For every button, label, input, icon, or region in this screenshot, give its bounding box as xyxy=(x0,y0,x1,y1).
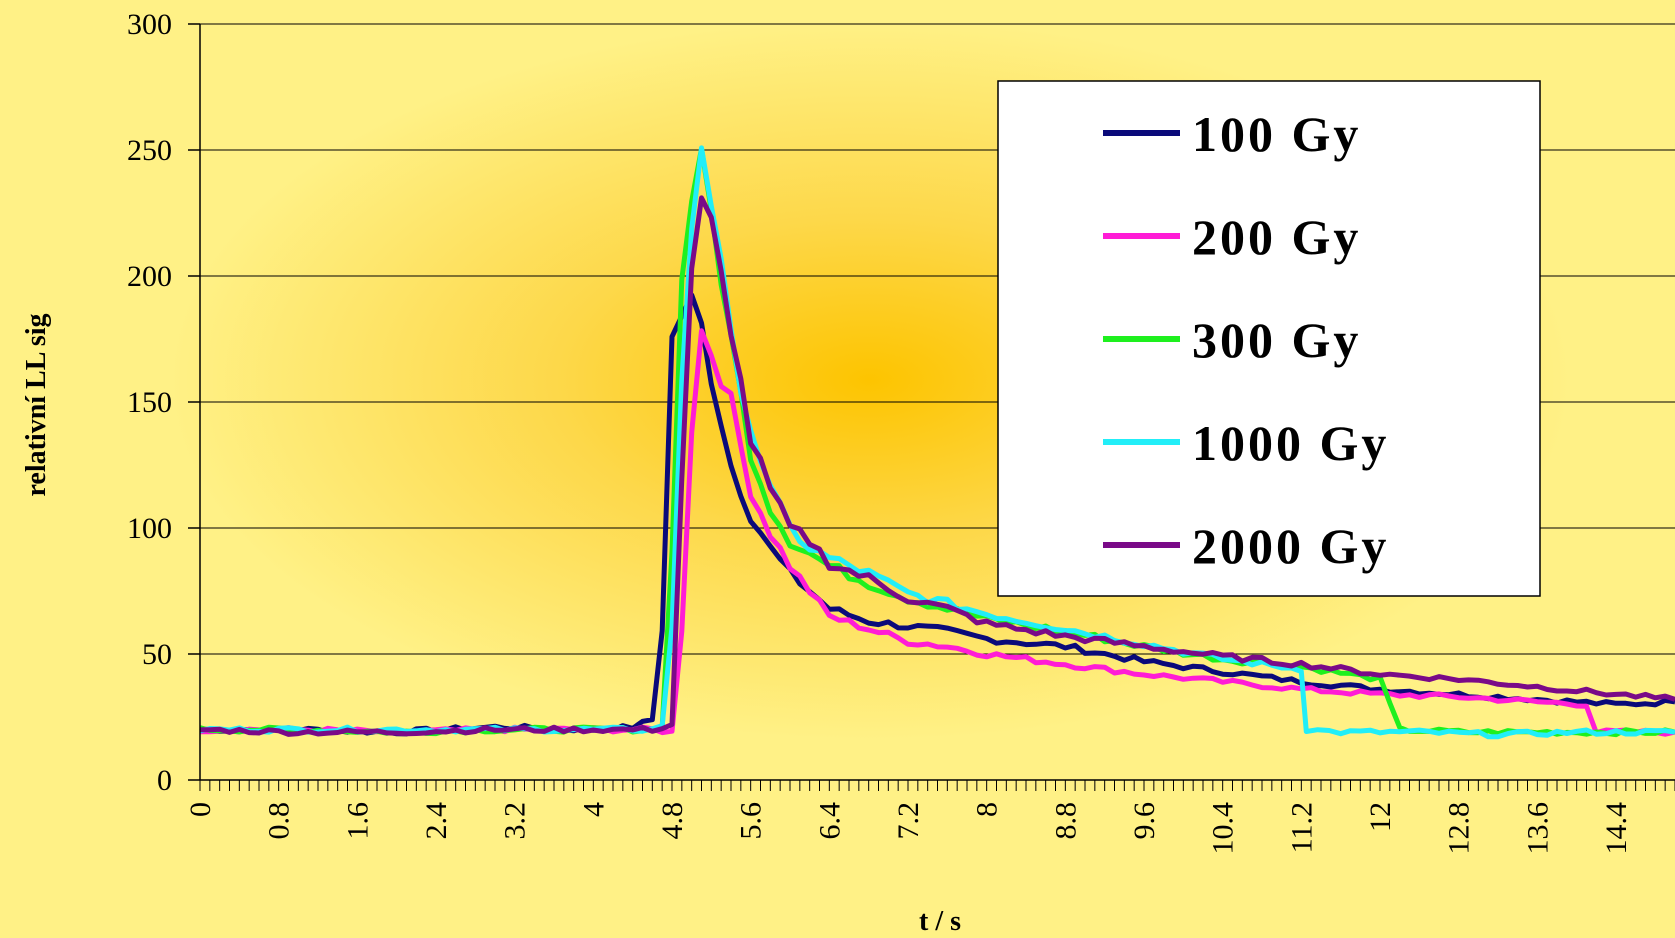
x-tick-label: 2.4 xyxy=(420,802,453,840)
x-tick-label: 5.6 xyxy=(735,802,768,840)
y-tick-label: 300 xyxy=(127,8,172,41)
legend-label: 200 Gy xyxy=(1192,209,1361,265)
x-tick-label: 12.8 xyxy=(1443,802,1476,855)
x-tick-label: 14.4 xyxy=(1600,802,1633,855)
x-tick-label: 7.2 xyxy=(892,802,925,840)
y-tick-label: 200 xyxy=(127,260,172,293)
x-tick-label: 8.8 xyxy=(1049,802,1082,840)
y-tick-label: 100 xyxy=(127,512,172,545)
legend-label: 2000 Gy xyxy=(1192,518,1389,574)
x-tick-label: 0.8 xyxy=(263,802,296,840)
legend-label: 100 Gy xyxy=(1192,106,1361,162)
x-tick-label: 1.6 xyxy=(341,802,374,840)
legend-label: 1000 Gy xyxy=(1192,415,1389,471)
x-tick-label: 0 xyxy=(184,802,217,817)
x-tick-label: 9.6 xyxy=(1128,802,1161,840)
y-axis-ticks: 0 50 100 150 200 250 300 xyxy=(127,8,200,797)
x-tick-label: 6.4 xyxy=(813,802,846,840)
legend-box xyxy=(997,80,1541,597)
gridlines xyxy=(200,23,1675,655)
x-tick-label: 11.2 xyxy=(1285,802,1318,853)
x-axis-ticks: 0 0.8 1.6 2.4 3.2 4 4.8 5.6 6.4 7.2 8 8.8 9.6 10.4 11.… xyxy=(184,780,1675,855)
series-lines xyxy=(199,145,1675,740)
x-tick-label: 13.6 xyxy=(1521,802,1554,855)
x-tick-label: 4.8 xyxy=(656,802,689,840)
y-tick-label: 150 xyxy=(127,386,172,419)
x-tick-label: 4 xyxy=(577,802,610,817)
y-tick-label: 50 xyxy=(142,638,172,671)
series-line-2000-gy xyxy=(200,195,1675,737)
legend-label: 300 Gy xyxy=(1192,312,1361,368)
x-tick-label: 8 xyxy=(971,802,1004,817)
y-axis-label: relativní LL sig xyxy=(21,313,52,496)
x-axis-label: t / s xyxy=(919,906,961,937)
y-tick-label: 0 xyxy=(157,764,172,797)
x-tick-label: 10.4 xyxy=(1207,802,1240,855)
y-tick-label: 250 xyxy=(127,134,172,167)
legend: 100 Gy 200 Gy 300 Gy 1000 Gy 2000 Gy xyxy=(997,80,1541,597)
x-tick-label: 12 xyxy=(1364,802,1397,832)
x-tick-label: 3.2 xyxy=(499,802,532,840)
